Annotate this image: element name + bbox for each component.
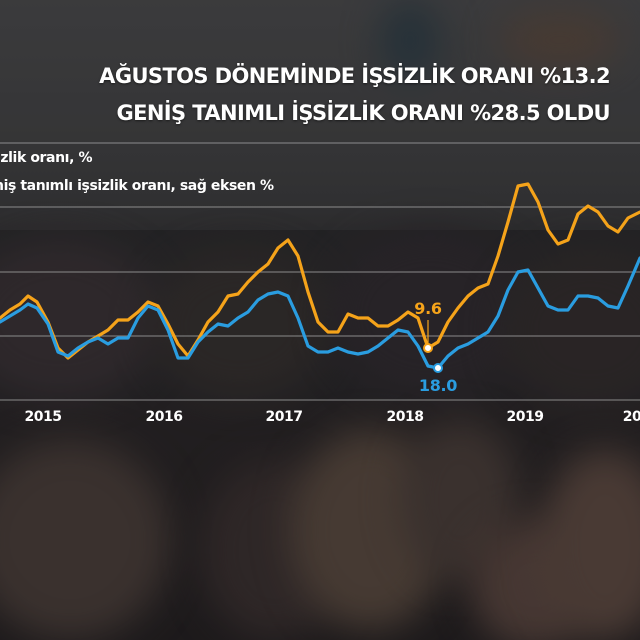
chart-title-line2: GENİŞ TANIMLI İŞSİZLİK ORANI %28.5 OLDU: [116, 101, 610, 125]
legend-item-unemployment-rate: izlik oranı, %: [0, 150, 93, 166]
x-axis-tick-label: 2017: [265, 409, 303, 425]
x-axis-tick-label: 20: [622, 409, 640, 425]
gridlines: [0, 142, 640, 401]
min-point-marker-blue: [433, 363, 443, 373]
annotation-orange-min: 9.6: [414, 299, 442, 318]
annotation-blue-min: 18.0: [418, 376, 458, 395]
x-axis-tick-label: 2015: [24, 409, 62, 425]
x-axis-tick-label: 2019: [506, 409, 544, 425]
x-axis-tick-label: 2016: [145, 409, 183, 425]
series-line-unemployment-rate: [0, 182, 640, 360]
chart-title-line1: AĞUSTOS DÖNEMİNDE İŞSİZLİK ORANI %13.2: [99, 64, 610, 88]
legend-item-broad-unemployment-rate: niş tanımlı işsizlik oranı, sağ eksen %: [0, 178, 274, 194]
x-axis-tick-label: 2018: [386, 409, 424, 425]
series-line-broad-unemployment-rate: [0, 256, 640, 370]
min-point-marker-orange: [423, 343, 433, 353]
